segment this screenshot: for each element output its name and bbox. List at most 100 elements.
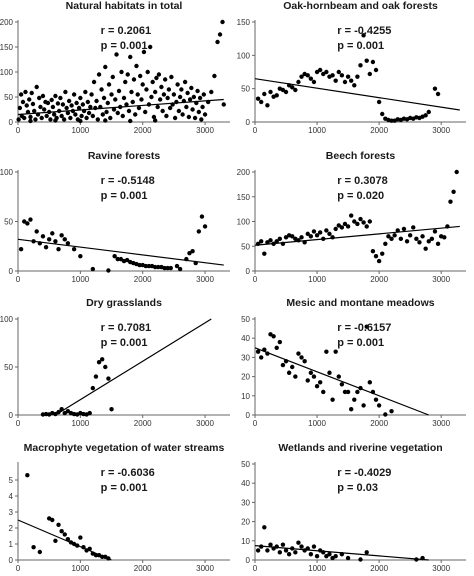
- data-point: [364, 324, 369, 329]
- data-point: [373, 67, 379, 73]
- data-point: [401, 226, 407, 232]
- data-point: [157, 97, 163, 102]
- data-point: [59, 233, 64, 238]
- data-point: [364, 550, 369, 555]
- trend-line: [17, 98, 224, 116]
- x-tick-label: 2000: [134, 564, 152, 573]
- p-value-label: p = 0.03: [337, 482, 378, 494]
- y-tick-label: 0: [246, 118, 251, 127]
- data-point: [44, 113, 49, 119]
- data-point: [160, 108, 165, 114]
- data-point: [177, 94, 183, 100]
- y-tick-label: 100: [237, 51, 251, 60]
- data-point: [66, 98, 72, 104]
- data-point: [352, 83, 357, 88]
- data-point: [128, 54, 133, 60]
- data-point: [33, 117, 38, 122]
- data-point: [330, 73, 335, 78]
- data-point: [133, 112, 138, 117]
- y-tick-label: 40: [241, 334, 250, 343]
- data-point: [51, 112, 57, 117]
- y-tick-label: 50: [4, 363, 13, 372]
- data-point: [259, 239, 264, 244]
- data-point: [56, 522, 61, 527]
- data-point: [134, 63, 139, 69]
- data-point: [171, 92, 177, 97]
- data-point: [136, 105, 142, 111]
- data-point: [321, 389, 326, 395]
- data-point: [49, 97, 54, 103]
- data-point: [16, 117, 21, 122]
- data-point: [435, 91, 441, 97]
- data-point: [404, 239, 410, 244]
- data-point: [411, 225, 416, 230]
- data-point: [255, 96, 261, 101]
- data-point: [311, 79, 317, 85]
- data-point: [345, 74, 351, 79]
- x-tick-label: 0: [16, 564, 21, 573]
- data-point: [333, 553, 338, 559]
- data-point: [376, 258, 382, 264]
- x-tick-label: 2000: [370, 126, 388, 135]
- r-value-label: r = 0.2061: [101, 25, 151, 37]
- p-value-label: p = 0.001: [337, 337, 384, 349]
- data-point: [101, 95, 107, 101]
- y-tick-label: 0: [246, 411, 251, 420]
- x-tick-label: 0: [253, 275, 258, 284]
- data-point: [190, 107, 195, 112]
- data-point: [175, 82, 180, 87]
- data-point: [330, 235, 335, 240]
- data-point: [361, 33, 366, 38]
- data-point: [308, 370, 314, 375]
- data-point: [22, 219, 27, 224]
- data-point: [161, 92, 167, 97]
- data-point: [105, 100, 110, 106]
- data-point: [100, 112, 106, 117]
- data-point: [336, 374, 341, 379]
- data-point: [179, 87, 184, 92]
- data-point: [130, 99, 135, 105]
- data-point: [189, 85, 194, 91]
- data-point: [59, 113, 64, 119]
- y-tick-label: 150: [237, 193, 251, 202]
- data-point: [32, 108, 37, 114]
- data-point: [274, 93, 279, 98]
- data-point: [299, 74, 304, 79]
- panel-title: Wetlands and riverine vegetation: [278, 442, 442, 454]
- data-point: [361, 220, 366, 225]
- data-point: [432, 86, 438, 91]
- data-point: [165, 265, 170, 271]
- data-point: [192, 115, 198, 121]
- data-point: [103, 364, 108, 370]
- data-point: [327, 552, 332, 557]
- data-point: [348, 213, 354, 218]
- data-point: [290, 364, 295, 370]
- data-point: [125, 72, 130, 77]
- data-point: [271, 334, 276, 339]
- data-point: [164, 113, 169, 119]
- y-tick-label: 200: [237, 168, 251, 177]
- x-tick-label: 1000: [71, 419, 89, 428]
- x-tick-label: 2000: [134, 419, 152, 428]
- data-point: [314, 384, 320, 389]
- data-point: [106, 268, 111, 273]
- data-point: [123, 79, 128, 85]
- data-point: [96, 360, 102, 365]
- x-tick-label: 0: [16, 275, 21, 284]
- x-tick-label: 3000: [196, 419, 214, 428]
- r-value-label: r = 0.7081: [101, 322, 151, 334]
- data-point: [308, 76, 314, 81]
- data-point: [432, 229, 438, 234]
- data-point: [392, 233, 397, 238]
- panel-title: Dry grasslands: [86, 297, 162, 309]
- data-point: [361, 403, 366, 408]
- data-point: [116, 88, 122, 94]
- data-point: [358, 557, 363, 562]
- data-point: [90, 385, 96, 391]
- data-point: [88, 104, 93, 110]
- data-point: [355, 221, 360, 227]
- data-point: [296, 540, 301, 545]
- data-point: [176, 108, 182, 114]
